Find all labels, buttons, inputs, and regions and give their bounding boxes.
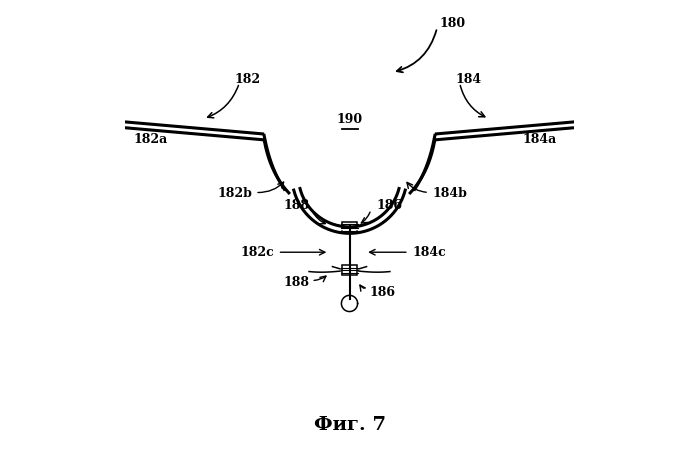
Text: 186: 186 bbox=[370, 286, 396, 299]
Text: 190: 190 bbox=[336, 113, 363, 126]
Text: 186: 186 bbox=[377, 199, 403, 212]
Text: Фиг. 7: Фиг. 7 bbox=[313, 416, 386, 434]
Text: 182c: 182c bbox=[240, 246, 274, 259]
Bar bbox=[343, 265, 356, 275]
Text: 182: 182 bbox=[235, 73, 261, 86]
Text: 184b: 184b bbox=[433, 187, 468, 200]
Text: 182a: 182a bbox=[134, 133, 168, 147]
Text: 184c: 184c bbox=[412, 246, 446, 259]
Text: 188: 188 bbox=[283, 276, 309, 289]
Text: 188: 188 bbox=[283, 199, 309, 212]
Text: 184a: 184a bbox=[523, 133, 557, 147]
Text: 184: 184 bbox=[455, 73, 481, 86]
Text: 182b: 182b bbox=[218, 187, 253, 200]
Bar bbox=[343, 222, 356, 233]
Text: 180: 180 bbox=[440, 16, 466, 30]
